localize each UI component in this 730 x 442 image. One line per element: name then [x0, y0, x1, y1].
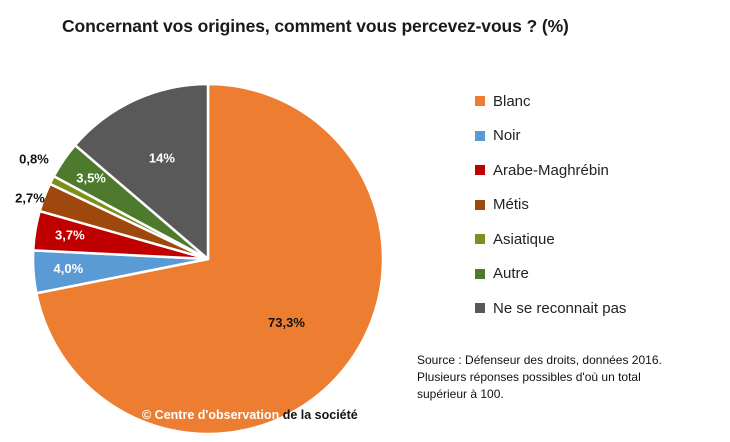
legend-swatch	[475, 96, 485, 107]
legend-item: Ne se reconnait pas	[475, 291, 626, 326]
pie-slice-ne-se-reconnait-pas	[73, 82, 210, 261]
source-line-2: Plusieurs réponses possibles d'où un tot…	[417, 370, 641, 384]
legend-item: Blanc	[475, 84, 626, 119]
legend-swatch	[475, 165, 485, 176]
slice-data-label: 2,7%	[15, 190, 45, 205]
slice-data-label: 0,8%	[19, 151, 49, 166]
legend-swatch	[475, 268, 485, 279]
legend-swatch	[475, 199, 485, 210]
slice-data-label: 3,7%	[55, 228, 85, 243]
legend-label: Métis	[493, 196, 529, 214]
slice-data-label: 14%	[149, 150, 175, 165]
legend-swatch	[475, 234, 485, 245]
chart-title: Concernant vos origines, comment vous pe…	[62, 16, 569, 36]
copyright-notice: © Centre d'observation de la société	[142, 408, 358, 422]
legend-label: Noir	[493, 127, 521, 145]
legend-label: Blanc	[493, 92, 531, 110]
slice-data-label: 3,5%	[76, 170, 106, 185]
legend: Blanc Noir Arabe-Maghrébin Métis Asiatique Au…	[475, 84, 626, 326]
legend-label: Ne se reconnait pas	[493, 299, 627, 317]
legend-item: Asiatique	[475, 222, 626, 257]
source-line-3: supérieur à 100.	[417, 387, 504, 401]
legend-item: Arabe-Maghrébin	[475, 153, 626, 188]
legend-swatch	[475, 303, 485, 314]
legend-label: Autre	[493, 265, 529, 283]
legend-label: Asiatique	[493, 230, 555, 248]
copyright-text-light: © Centre d'observation	[142, 408, 280, 422]
source-note: Source : Défenseur des droits, données 2…	[417, 352, 722, 403]
source-line-1: Source : Défenseur des droits, données 2…	[417, 353, 662, 367]
legend-label: Arabe-Maghrébin	[493, 161, 609, 179]
legend-item: Métis	[475, 188, 626, 223]
pie-slice-blanc	[35, 82, 385, 436]
legend-item: Noir	[475, 119, 626, 154]
slice-data-label: 73,3%	[268, 315, 305, 330]
copyright-text-dark: de la société	[279, 408, 358, 422]
slice-data-label: 4,0%	[54, 261, 84, 276]
legend-swatch	[475, 130, 485, 141]
legend-item: Autre	[475, 257, 626, 292]
